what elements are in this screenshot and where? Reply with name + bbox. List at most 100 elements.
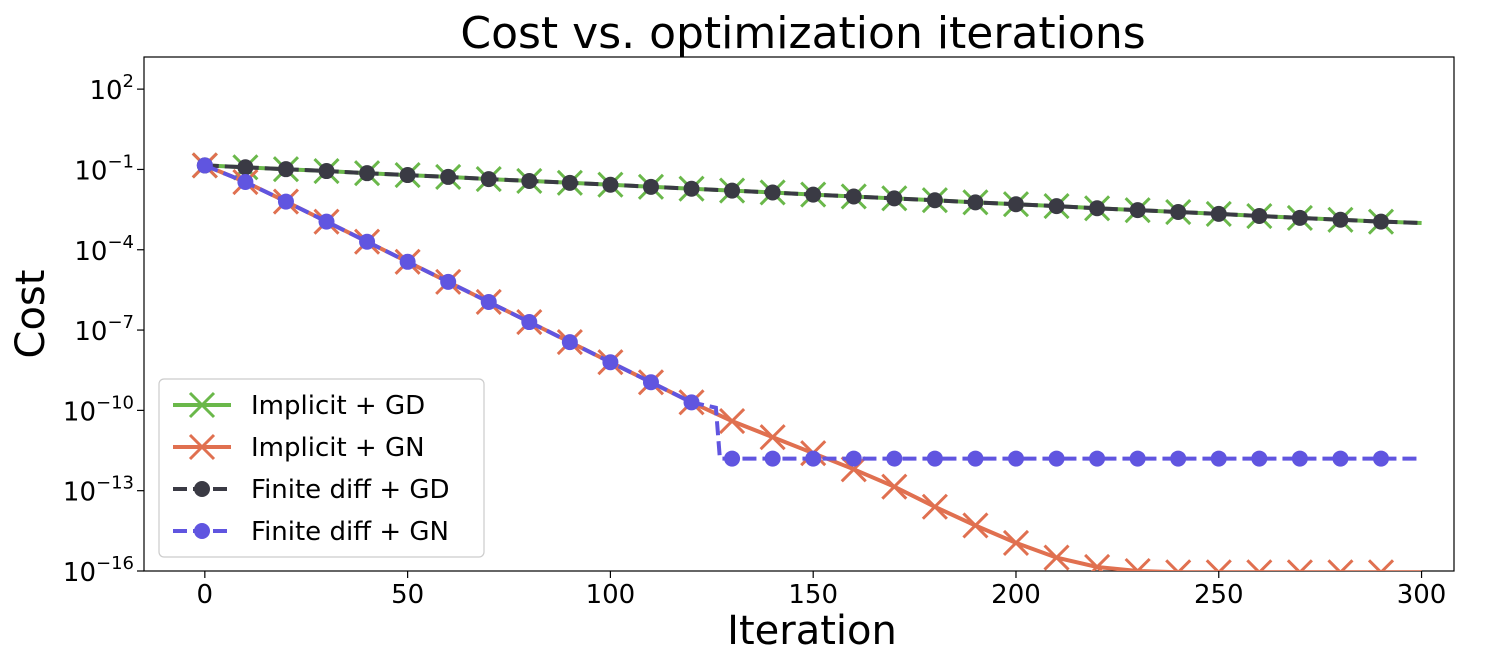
data-point: [1372, 213, 1389, 230]
x-tick-label: 50: [391, 580, 424, 610]
data-point: [1007, 450, 1024, 467]
data-point: [840, 456, 867, 483]
legend-entry: Implicit + GN: [173, 433, 425, 463]
data-point: [719, 408, 746, 435]
legend-marker: [188, 433, 216, 461]
x-tick-label: 0: [197, 580, 214, 610]
data-point: [926, 192, 943, 209]
data-point: [277, 193, 294, 210]
data-point: [1291, 450, 1308, 467]
data-point: [683, 394, 700, 411]
y-tick-label: 10−10: [63, 392, 134, 427]
data-point: [1210, 450, 1227, 467]
data-point: [1327, 559, 1354, 571]
data-point: [642, 178, 659, 195]
data-point: [277, 161, 294, 178]
y-tick-label: 10−7: [74, 312, 134, 347]
x-tick-label: 300: [1397, 580, 1447, 610]
data-point: [521, 314, 538, 331]
data-point: [921, 493, 948, 520]
data-point: [1089, 200, 1106, 217]
data-point: [1002, 529, 1030, 556]
data-point: [399, 253, 416, 270]
legend: Implicit + GD Implicit + GN Finite diff + …: [158, 378, 485, 558]
data-point: [926, 450, 943, 467]
data-point: [759, 424, 786, 451]
data-point: [480, 171, 497, 188]
data-point: [1048, 450, 1065, 467]
data-point: [1129, 202, 1146, 219]
data-point: [521, 172, 538, 189]
y-tick-label: 10−4: [74, 232, 134, 267]
series-finite-diff-gn: [196, 157, 1422, 467]
data-point: [881, 473, 908, 500]
data-point: [602, 176, 619, 193]
data-point: [1165, 559, 1192, 571]
y-tick-label: 10−16: [63, 553, 134, 588]
data-point: [1372, 450, 1389, 467]
data-point: [399, 167, 416, 184]
data-point: [1246, 559, 1273, 571]
x-tick-label: 200: [991, 580, 1041, 610]
legend-label: Implicit + GD: [251, 391, 425, 421]
data-point: [1007, 196, 1024, 213]
legend-label: Finite diff + GN: [251, 517, 449, 547]
data-point: [1170, 204, 1187, 221]
data-point: [1084, 553, 1111, 571]
data-point: [1210, 205, 1227, 222]
data-point: [440, 168, 457, 185]
data-point: [642, 374, 659, 391]
data-point: [683, 180, 700, 197]
data-point: [962, 512, 989, 539]
chart-title: Cost vs. optimization iterations: [460, 8, 1145, 59]
data-point: [359, 165, 376, 182]
x-axis-label: Iteration: [727, 608, 897, 654]
data-point: [318, 213, 335, 230]
y-axis: 102 10−1 10−4 10−7 10−10 10−13 10−16: [63, 71, 144, 588]
data-point: [1043, 544, 1070, 571]
data-point: [237, 159, 254, 176]
data-point: [318, 163, 335, 180]
data-point: [764, 184, 781, 201]
legend-entry: Finite diff + GN: [173, 517, 449, 547]
legend-box: [158, 378, 485, 558]
data-point: [724, 450, 741, 467]
data-point: [561, 174, 578, 191]
data-point: [886, 450, 903, 467]
data-point: [1089, 450, 1106, 467]
legend-entry: Finite diff + GD: [173, 475, 450, 505]
data-point: [1170, 450, 1187, 467]
y-axis-label: Cost: [8, 270, 54, 359]
series-finite-diff-gd: [196, 157, 1422, 230]
data-point: [967, 450, 984, 467]
x-tick-label: 250: [1194, 580, 1244, 610]
legend-marker: [188, 391, 216, 419]
data-point: [480, 293, 497, 310]
y-tick-label: 10−13: [63, 473, 134, 508]
x-axis: 0 50 100 150 200 250 300: [197, 571, 1447, 610]
data-point: [1291, 209, 1308, 226]
legend-marker: [194, 523, 210, 539]
data-point: [845, 450, 862, 467]
data-point: [561, 334, 578, 351]
data-point: [602, 354, 619, 371]
y-tick-label: 10−1: [74, 151, 134, 186]
data-point: [1124, 557, 1151, 571]
data-point: [196, 157, 213, 174]
y-tick-label: 102: [89, 71, 134, 106]
data-point: [805, 186, 822, 203]
x-tick-label: 150: [788, 580, 838, 610]
data-point: [1332, 450, 1349, 467]
data-point: [1332, 211, 1349, 228]
data-point: [1048, 198, 1065, 215]
data-point: [1286, 559, 1313, 571]
data-point: [845, 188, 862, 205]
data-point: [1129, 450, 1146, 467]
legend-label: Implicit + GN: [251, 433, 425, 463]
data-point: [359, 233, 376, 250]
data-point: [967, 194, 984, 211]
data-point: [1205, 559, 1232, 571]
x-tick-label: 100: [586, 580, 636, 610]
data-point: [237, 174, 254, 191]
